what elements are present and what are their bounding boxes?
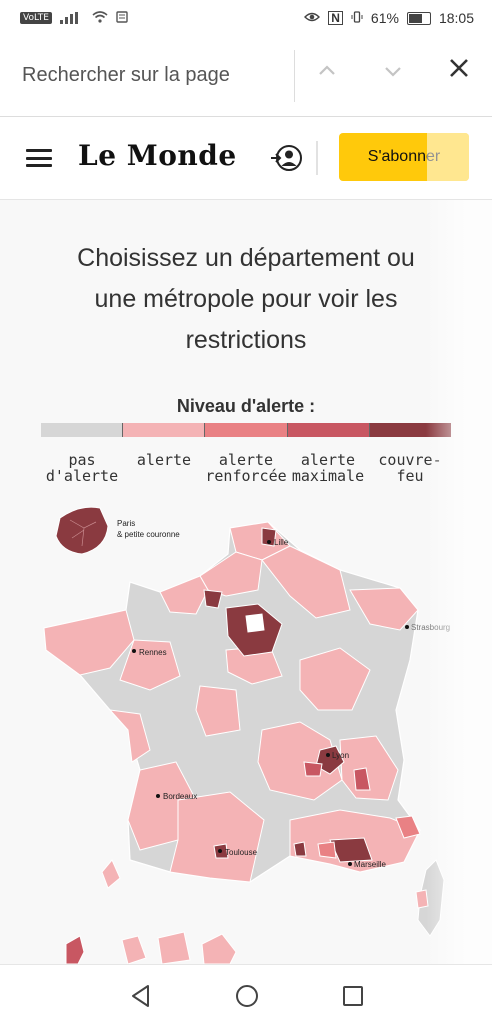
legend-swatch-no-alert: [41, 423, 123, 437]
city-label: Marseille: [354, 860, 387, 869]
chevron-up-icon: [319, 65, 335, 75]
region-limousin[interactable]: [195, 685, 241, 737]
home-button[interactable]: [234, 983, 260, 1014]
region-guadeloupe[interactable]: [65, 935, 85, 964]
inset-label: Paris: [117, 519, 135, 528]
region-montpellier[interactable]: [293, 841, 307, 857]
legend-label-curfew: couvre-feu: [378, 451, 442, 485]
hamburger-menu-icon[interactable]: [26, 149, 52, 167]
region-avignon[interactable]: [317, 841, 337, 859]
legend-swatch-maximum: [286, 423, 369, 437]
subscribe-button[interactable]: S'abonner: [339, 133, 469, 181]
region-normandie[interactable]: [159, 575, 209, 615]
region-saint-etienne[interactable]: [303, 761, 323, 777]
wifi-icon: [92, 10, 108, 26]
back-icon: [132, 985, 149, 1007]
legend-swatch-curfew: [368, 423, 452, 437]
heading-line: restrictions: [185, 326, 307, 354]
france-alert-map[interactable]: Paris & petite couronne: [0, 500, 492, 964]
region-rhone-alpes[interactable]: [339, 735, 399, 801]
region-lille[interactable]: [261, 527, 277, 547]
paris-inset[interactable]: Paris & petite couronne: [55, 506, 180, 555]
battery-percent: 61%: [370, 10, 399, 26]
region-auvergne[interactable]: [257, 721, 343, 801]
city-label: Lille: [274, 538, 289, 547]
paris-hole: [245, 613, 265, 633]
recent-apps-button[interactable]: [340, 983, 366, 1014]
signal-icon: [59, 12, 84, 24]
legend-color-bar: [41, 423, 452, 437]
eye-icon: [304, 10, 321, 26]
region-occitanie-west[interactable]: [169, 791, 265, 883]
find-bar-divider: [294, 50, 295, 102]
back-button[interactable]: [128, 983, 154, 1014]
region-moselle[interactable]: [349, 587, 419, 631]
region-grand-est-west[interactable]: [261, 545, 351, 619]
le-monde-logo[interactable]: Le Monde: [78, 139, 237, 172]
region-marseille[interactable]: [329, 837, 373, 863]
region-reunion[interactable]: [201, 933, 237, 964]
heading-line: Choisissez un département ou: [77, 244, 415, 272]
legend-label-no-alert: pas d'alerte: [45, 451, 119, 485]
chevron-down-icon: [385, 67, 401, 77]
close-icon: [450, 59, 468, 77]
status-bar: VoLTE N 61% 18:05: [0, 0, 492, 36]
site-header: Le Monde S'abonner: [0, 117, 492, 200]
legend-labels: pas d'alerte alerte alerte renforcée alert…: [41, 452, 451, 484]
vibrate-icon: [351, 10, 363, 26]
battery-icon: [406, 11, 431, 25]
account-icon[interactable]: [270, 143, 304, 178]
next-match-button[interactable]: [382, 60, 404, 88]
clock: 18:05: [438, 10, 474, 26]
city-label: Bordeaux: [163, 792, 197, 801]
region-grenoble[interactable]: [353, 767, 371, 791]
find-input[interactable]: Rechercher sur la page: [22, 64, 230, 86]
home-icon: [236, 985, 258, 1007]
region-corse-south[interactable]: [415, 889, 429, 909]
region-bretagne[interactable]: [43, 609, 135, 676]
region-rouen[interactable]: [203, 589, 223, 609]
nfc-icon: N: [328, 11, 343, 25]
region-nice[interactable]: [395, 815, 421, 839]
heading-line: une métropole pour voir les: [94, 285, 398, 313]
inset-label: & petite couronne: [117, 530, 180, 539]
region-vendee[interactable]: [108, 709, 151, 763]
region-guyane[interactable]: [157, 931, 191, 964]
legend-title: Niveau d'alerte :: [176, 396, 316, 416]
notification-icon: [116, 10, 128, 26]
volte-icon: VoLTE: [20, 12, 52, 24]
region-martinique[interactable]: [121, 935, 147, 964]
region-south-west-coast[interactable]: [101, 859, 121, 889]
previous-match-button[interactable]: [316, 60, 338, 88]
legend-swatch-reinforced: [204, 423, 287, 437]
recent-apps-icon: [343, 986, 363, 1006]
legend-label-maximum: alerte maximale: [291, 451, 365, 485]
city-label: Toulouse: [225, 848, 258, 857]
region-bourgogne[interactable]: [299, 647, 371, 711]
find-in-page-bar: Rechercher sur la page: [0, 36, 492, 117]
city-label: Lyon: [332, 751, 349, 760]
page-heading: Choisissez un département ou une métropo…: [36, 238, 456, 361]
legend-label-reinforced: alerte renforcée: [205, 451, 287, 485]
legend-label-alert: alerte: [136, 451, 192, 469]
subscribe-label: S'abonner: [367, 148, 441, 165]
system-nav-bar: [0, 964, 492, 1025]
region-somme[interactable]: [199, 551, 263, 597]
legend-swatch-alert: [122, 423, 205, 437]
close-find-button[interactable]: [447, 56, 471, 87]
city-label: Strasbourg: [411, 623, 450, 632]
header-divider: [316, 141, 318, 175]
city-label: Rennes: [139, 648, 167, 657]
